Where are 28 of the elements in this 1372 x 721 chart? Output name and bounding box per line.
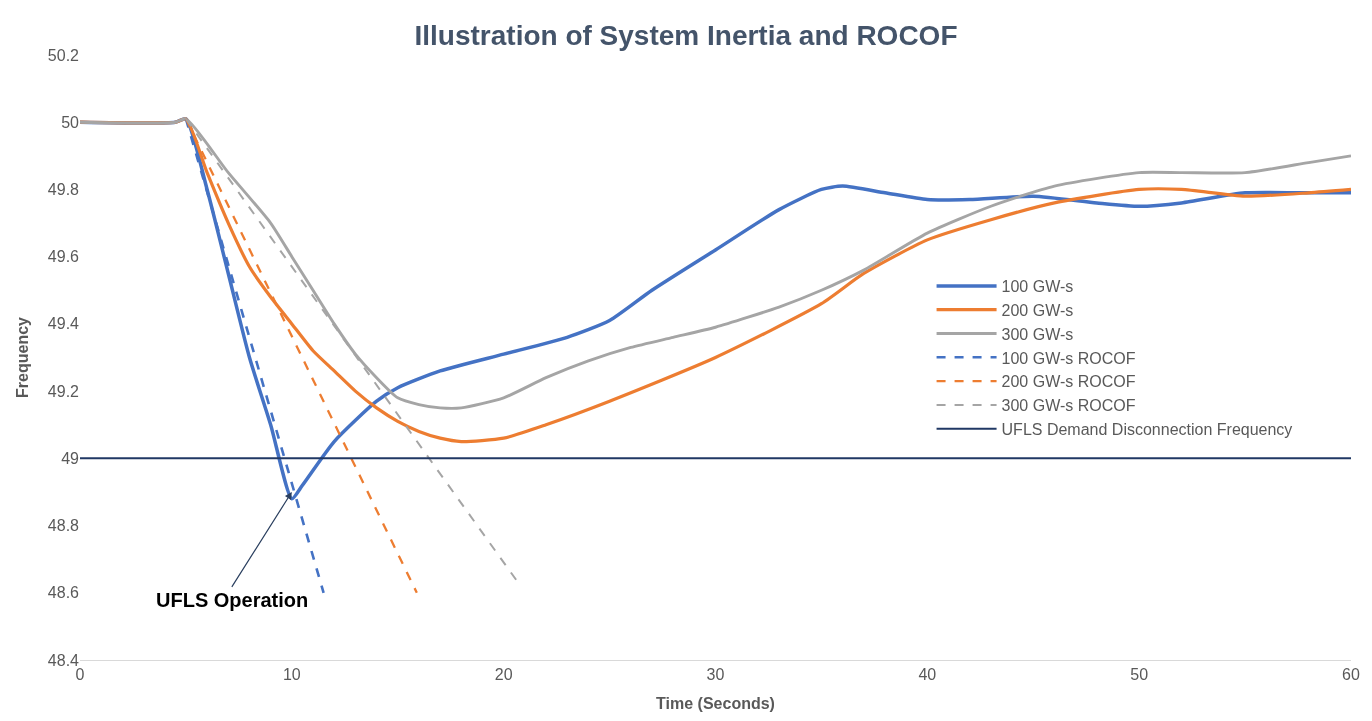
chart-title: Illustration of System Inertia and ROCOF (414, 19, 958, 51)
y-tick-label: 49.8 (47, 181, 80, 199)
y-tick-label: 48.8 (47, 517, 80, 535)
legend-label: 300 GW-s (1001, 325, 1074, 343)
y-tick-label: 49.2 (47, 382, 80, 400)
y-tick-label: 49.4 (47, 315, 80, 333)
y-tick-label: 50.2 (47, 46, 80, 64)
y-tick-label: 49.6 (47, 248, 80, 266)
annotation: UFLS Operation (156, 589, 309, 611)
x-tick-label: 0 (75, 666, 85, 684)
legend-label: 200 GW-s ROCOF (1001, 373, 1136, 391)
legend-label: 100 GW-s ROCOF (1001, 349, 1136, 367)
x-tick-label: 30 (706, 666, 725, 684)
legend-label: 100 GW-s (1001, 278, 1074, 296)
legend-label: 200 GW-s (1001, 301, 1074, 319)
x-tick-label: 20 (494, 666, 513, 684)
x-tick-label: 40 (918, 666, 937, 684)
y-axis-title: Frequency (13, 316, 31, 398)
y-tick-label: 49 (61, 449, 80, 467)
x-tick-label: 50 (1130, 666, 1149, 684)
y-tick-label: 48.6 (47, 584, 80, 602)
legend-label: UFLS Demand Disconnection Frequency (1001, 420, 1293, 438)
legend-label: 300 GW-s ROCOF (1001, 397, 1136, 415)
x-tick-label: 60 (1342, 666, 1360, 684)
y-tick-label: 48.4 (47, 651, 80, 669)
y-tick-label: 50 (61, 113, 80, 131)
x-tick-label: 10 (282, 666, 301, 684)
x-axis-title: Time (Seconds) (656, 694, 775, 712)
